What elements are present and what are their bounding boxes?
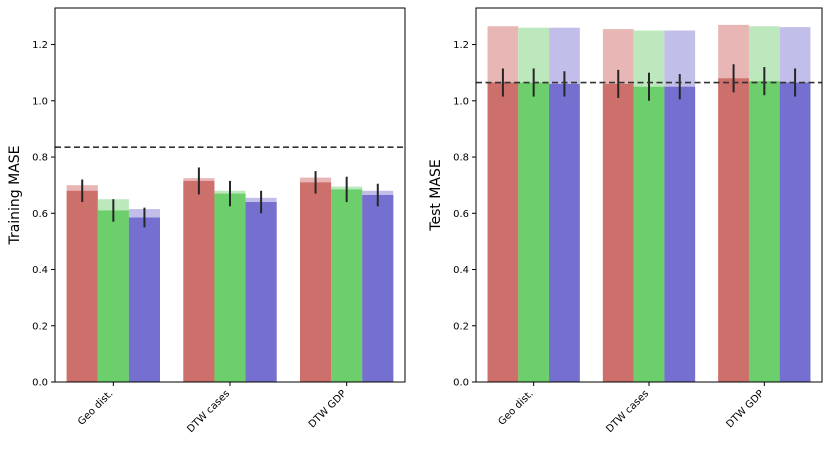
x-tick-label: Geo dist.	[76, 388, 115, 427]
y-tick-label: 1.2	[32, 40, 48, 51]
bar-2-1	[331, 189, 363, 382]
bar-0-1	[518, 82, 550, 382]
test-mase-panel: 0.0 0.2 0.4 0.6 0.8 1.0 1.2 Geo dist. DTW cases D…	[428, 7, 823, 435]
bar-1-0	[602, 83, 634, 383]
bar-0-0	[66, 190, 98, 382]
bar-1-1	[633, 86, 665, 382]
bar-1-0	[183, 180, 215, 382]
bar-1-1	[214, 193, 246, 382]
bar-2-0	[300, 182, 332, 382]
y-tick-label: 1.0	[453, 96, 469, 107]
bar-2-0	[718, 78, 749, 382]
y-tick-label: 0.4	[453, 265, 469, 276]
y-tick-label: 0.4	[32, 265, 48, 276]
y-axis-label: Test MASE	[428, 159, 444, 231]
y-tick-label: 0.8	[32, 153, 48, 164]
y-tick-label: 1.2	[453, 40, 469, 51]
bar-1-2	[245, 202, 277, 382]
x-tick-label: DTW cases	[185, 388, 232, 435]
y-tick-label: 0.0	[453, 378, 469, 389]
bar-1-2	[664, 86, 696, 382]
bar-2-2	[779, 82, 811, 382]
bar-0-0	[487, 82, 519, 382]
y-tick-label: 0.2	[32, 321, 48, 332]
x-tick-label: Geo dist.	[496, 388, 535, 427]
y-tick-label: 0.2	[453, 321, 469, 332]
bar-2-1	[748, 81, 780, 382]
bar-0-2	[549, 83, 580, 383]
bar-2-2	[362, 195, 394, 382]
y-tick-label: 0.6	[453, 209, 469, 220]
bar-0-1	[97, 210, 129, 382]
x-tick-label: DTW cases	[604, 388, 651, 435]
training-mase-panel: 0.0 0.2 0.4 0.6 0.8 1.0 1.2 Geo dist. DTW cases D…	[7, 7, 406, 435]
bar-0-2	[128, 217, 160, 382]
y-tick-label: 0.0	[32, 378, 48, 389]
y-tick-label: 0.6	[32, 209, 48, 220]
y-tick-label: 1.0	[32, 96, 48, 107]
y-axis-label: Training MASE	[7, 145, 23, 245]
x-tick-label: DTW GDP	[307, 388, 349, 430]
x-tick-label: DTW GDP	[724, 388, 766, 430]
y-tick-label: 0.8	[453, 153, 469, 164]
